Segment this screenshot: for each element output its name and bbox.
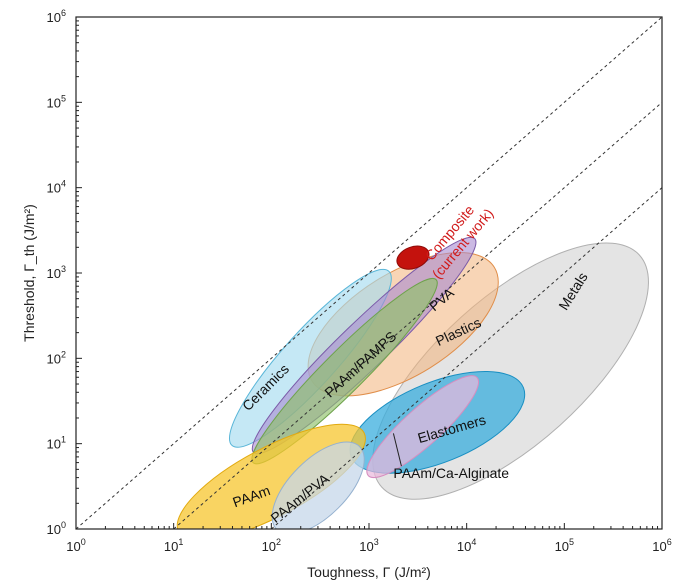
- y-tick-label: 101: [47, 435, 66, 452]
- reference-line-1: [76, 17, 662, 529]
- axes-frame: [75, 16, 663, 530]
- callout-leader-line: [392, 433, 402, 467]
- reference-lines-layer: [76, 17, 662, 529]
- x-tick-label: 105: [555, 537, 574, 554]
- reference-line-3: [271, 187, 662, 529]
- x-tick-label: 106: [652, 537, 671, 554]
- x-tick-label: 104: [457, 537, 476, 554]
- y-tick-label: 102: [47, 349, 66, 366]
- y-tick-label: 104: [47, 179, 66, 196]
- y-tick-label: 105: [47, 93, 66, 110]
- x-tick-label: 102: [262, 537, 281, 554]
- region-pink-region: [366, 375, 480, 479]
- callout-label: PAAm/Ca-Alginate: [393, 465, 509, 481]
- y-tick-label: 103: [47, 264, 66, 281]
- y-axis-label: Threshold, Γ_th (J/m²): [21, 204, 37, 342]
- x-tick-label: 103: [359, 537, 378, 554]
- x-axis-label: Toughness, Γ (J/m²): [307, 564, 431, 580]
- x-tick-label: 100: [66, 537, 85, 554]
- region-composite-current-work: [396, 245, 430, 270]
- y-tick-label: 100: [47, 520, 66, 537]
- y-tick-label: 106: [47, 8, 66, 25]
- reference-line-2: [173, 101, 662, 529]
- x-tick-label: 101: [164, 537, 183, 554]
- regions-layer: [176, 236, 649, 529]
